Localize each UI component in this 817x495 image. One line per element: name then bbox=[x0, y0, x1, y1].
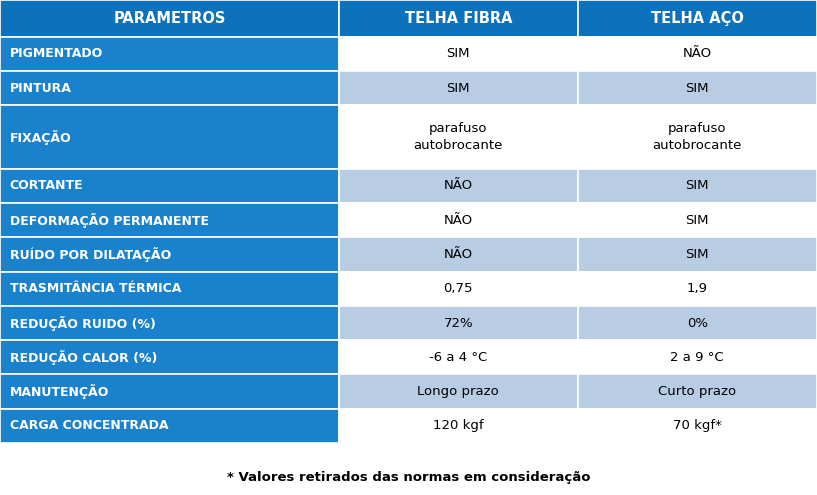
Text: CARGA CONCENTRADA: CARGA CONCENTRADA bbox=[10, 419, 168, 433]
Text: PINTURA: PINTURA bbox=[10, 82, 72, 95]
Text: NÃO: NÃO bbox=[444, 214, 473, 227]
Text: REDUÇÃO CALOR (%): REDUÇÃO CALOR (%) bbox=[10, 350, 157, 365]
Bar bbox=[578, 169, 817, 203]
Text: CORTANTE: CORTANTE bbox=[10, 179, 83, 193]
Text: Curto prazo: Curto prazo bbox=[659, 385, 736, 398]
Bar bbox=[339, 340, 578, 374]
Text: TELHA FIBRA: TELHA FIBRA bbox=[404, 11, 512, 26]
Text: * Valores retirados das normas em consideração: * Valores retirados das normas em consid… bbox=[227, 471, 590, 484]
Bar bbox=[578, 0, 817, 37]
Text: NÃO: NÃO bbox=[444, 179, 473, 193]
Bar bbox=[339, 306, 578, 340]
Text: PARAMETROS: PARAMETROS bbox=[114, 11, 225, 26]
Text: 120 kgf: 120 kgf bbox=[433, 419, 484, 433]
Text: 70 kgf*: 70 kgf* bbox=[673, 419, 721, 433]
Text: 0%: 0% bbox=[687, 316, 708, 330]
Text: TELHA AÇO: TELHA AÇO bbox=[651, 11, 743, 26]
Bar bbox=[578, 306, 817, 340]
Text: RUÍDO POR DILATAÇÃO: RUÍDO POR DILATAÇÃO bbox=[10, 247, 171, 262]
Text: PIGMENTADO: PIGMENTADO bbox=[10, 48, 103, 60]
Bar bbox=[578, 105, 817, 169]
Text: NÃO: NÃO bbox=[444, 248, 473, 261]
Text: -6 a 4 °C: -6 a 4 °C bbox=[429, 351, 488, 364]
Bar bbox=[0, 237, 339, 272]
Bar bbox=[339, 71, 578, 105]
Bar bbox=[578, 203, 817, 237]
Bar bbox=[0, 340, 339, 374]
Text: SIM: SIM bbox=[685, 82, 709, 95]
Text: 2 a 9 °C: 2 a 9 °C bbox=[671, 351, 724, 364]
Text: 72%: 72% bbox=[444, 316, 473, 330]
Text: parafuso
autobrocante: parafuso autobrocante bbox=[413, 122, 503, 152]
Bar bbox=[0, 374, 339, 409]
Bar bbox=[578, 37, 817, 71]
Bar bbox=[0, 306, 339, 340]
Bar bbox=[578, 340, 817, 374]
Bar bbox=[578, 272, 817, 306]
Bar bbox=[0, 37, 339, 71]
Text: SIM: SIM bbox=[685, 179, 709, 193]
Bar bbox=[0, 272, 339, 306]
Text: NÃO: NÃO bbox=[683, 48, 712, 60]
Bar bbox=[339, 169, 578, 203]
Bar bbox=[339, 409, 578, 443]
Text: SIM: SIM bbox=[447, 82, 470, 95]
Bar bbox=[339, 374, 578, 409]
Bar bbox=[339, 0, 578, 37]
Bar bbox=[0, 409, 339, 443]
Text: 1,9: 1,9 bbox=[687, 282, 708, 295]
Text: TRASMITÂNCIA TÉRMICA: TRASMITÂNCIA TÉRMICA bbox=[10, 282, 181, 295]
Bar bbox=[578, 237, 817, 272]
Bar bbox=[339, 105, 578, 169]
Bar bbox=[339, 272, 578, 306]
Bar bbox=[339, 37, 578, 71]
Bar bbox=[0, 71, 339, 105]
Text: Longo prazo: Longo prazo bbox=[417, 385, 499, 398]
Text: parafuso
autobrocante: parafuso autobrocante bbox=[653, 122, 742, 152]
Text: DEFORMAÇÃO PERMANENTE: DEFORMAÇÃO PERMANENTE bbox=[10, 213, 209, 228]
Bar bbox=[0, 105, 339, 169]
Bar bbox=[578, 374, 817, 409]
Text: SIM: SIM bbox=[685, 248, 709, 261]
Text: REDUÇÃO RUIDO (%): REDUÇÃO RUIDO (%) bbox=[10, 315, 156, 331]
Bar bbox=[339, 203, 578, 237]
Bar bbox=[578, 71, 817, 105]
Text: FIXAÇÃO: FIXAÇÃO bbox=[10, 130, 72, 145]
Bar bbox=[0, 0, 339, 37]
Bar bbox=[339, 237, 578, 272]
Text: MANUTENÇÃO: MANUTENÇÃO bbox=[10, 384, 109, 399]
Bar bbox=[0, 203, 339, 237]
Text: SIM: SIM bbox=[447, 48, 470, 60]
Bar bbox=[578, 409, 817, 443]
Bar bbox=[0, 169, 339, 203]
Text: SIM: SIM bbox=[685, 214, 709, 227]
Text: 0,75: 0,75 bbox=[444, 282, 473, 295]
